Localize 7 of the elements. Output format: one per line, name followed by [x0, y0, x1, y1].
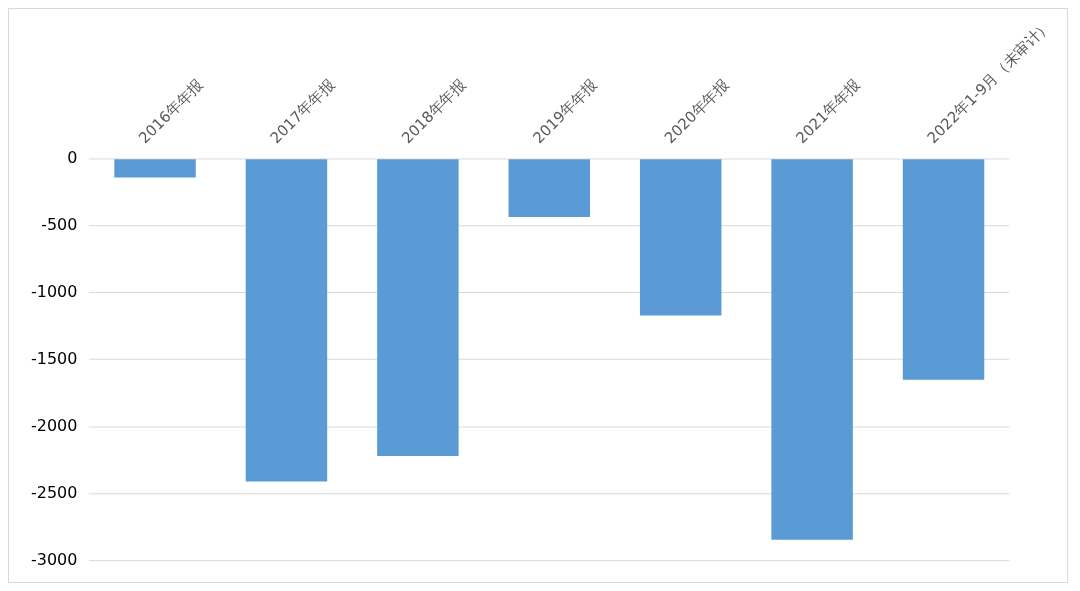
y-tick-label: -3000: [31, 549, 78, 569]
y-tick-label: -1500: [31, 348, 78, 368]
y-tick-label: -500: [41, 214, 78, 234]
y-tick-label: -2500: [31, 482, 78, 502]
y-tick-label: -1000: [31, 281, 78, 301]
y-tick-label: 0: [67, 147, 78, 167]
y-tick-label: -2000: [31, 415, 78, 435]
